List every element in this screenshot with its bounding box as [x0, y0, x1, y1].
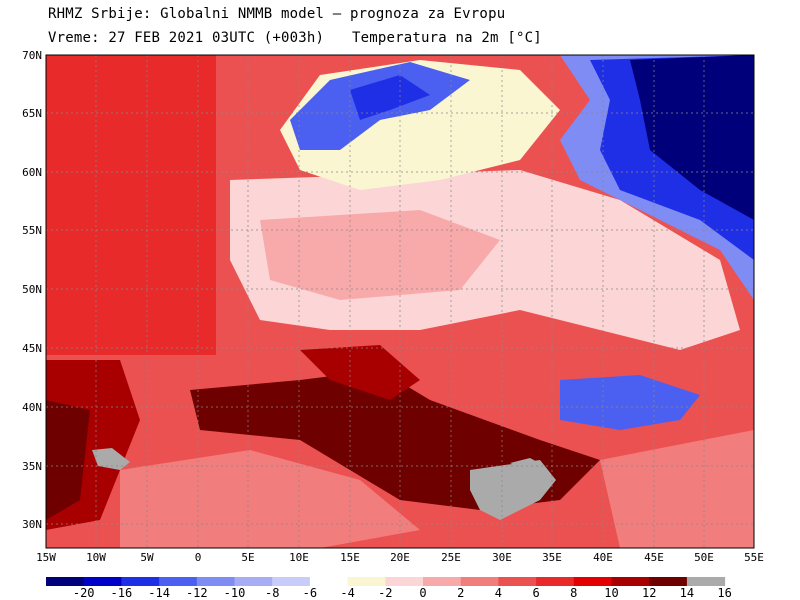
colorbar-swatch: [309, 577, 349, 586]
colorbar-swatch: [234, 577, 273, 586]
variable-label: Temperatura na 2m [°C]: [352, 30, 542, 46]
forecast-time: Vreme: 27 FEB 2021 03UTC (+003h): [48, 30, 325, 46]
map-frame: [45, 54, 755, 549]
lon-label: 20E: [390, 551, 410, 564]
lat-label: 30N: [22, 518, 42, 531]
colorbar-swatch: [385, 577, 424, 586]
colorbar-swatch: [347, 577, 386, 586]
colorbar-swatch: [423, 577, 462, 586]
colorbar-swatch: [83, 577, 122, 586]
lon-label: 15E: [340, 551, 360, 564]
colorbar-label: -6: [303, 586, 317, 600]
colorbar-label: -12: [186, 586, 208, 600]
colorbar-swatch: [536, 577, 575, 586]
colorbar-label: -8: [265, 586, 279, 600]
colorbar-label: -16: [111, 586, 133, 600]
colorbar-label: -2: [378, 586, 392, 600]
colorbar-label: 2: [457, 586, 464, 600]
lon-label: 25E: [441, 551, 461, 564]
lon-label: 50E: [694, 551, 714, 564]
lat-label: 50N: [22, 283, 42, 296]
colorbar-label: 6: [532, 586, 539, 600]
map-title: RHMZ Srbije: Globalni NMMB model — progn…: [48, 6, 506, 22]
lon-label: 5E: [241, 551, 254, 564]
colorbar-swatch: [573, 577, 612, 586]
lat-label: 35N: [22, 460, 42, 473]
colorbar-label: 10: [604, 586, 618, 600]
lon-label: 35E: [542, 551, 562, 564]
colorbar-swatch: [686, 577, 726, 586]
colorbar-label: -20: [73, 586, 95, 600]
lat-label: 65N: [22, 107, 42, 120]
colorbar-swatch: [611, 577, 650, 586]
colorbar-label: -4: [340, 586, 354, 600]
colorbar-label: -10: [224, 586, 246, 600]
graticule: [46, 55, 754, 548]
colorbar-swatch: [649, 577, 688, 586]
colorbar-swatch: [159, 577, 198, 586]
lon-label: 55E: [744, 551, 764, 564]
lat-label: 45N: [22, 342, 42, 355]
colorbar-label: 14: [680, 586, 694, 600]
colorbar-swatch: [121, 577, 160, 586]
colorbar-label: 12: [642, 586, 656, 600]
lon-label: 0: [195, 551, 202, 564]
colorbar: -20 -16 -14 -12 -10 -8 -6 -4 -2 0 2 4 6 8 10 12 14 16: [46, 577, 732, 600]
colorbar-label: 4: [495, 586, 502, 600]
lon-label: 10E: [289, 551, 309, 564]
colorbar-swatch: [498, 577, 537, 586]
colorbar-label: -14: [148, 586, 170, 600]
lon-label: 30E: [492, 551, 512, 564]
lat-label: 40N: [22, 401, 42, 414]
lon-label: 10W: [86, 551, 106, 564]
colorbar-swatch: [460, 577, 499, 586]
lon-label: 15W: [36, 551, 56, 564]
colorbar-swatch: [46, 577, 85, 586]
lon-label: 40E: [593, 551, 613, 564]
lon-label: 45E: [644, 551, 664, 564]
lat-label: 60N: [22, 166, 42, 179]
colorbar-swatch: [272, 577, 311, 586]
colorbar-label: 0: [419, 586, 426, 600]
colorbar-label: 16: [717, 586, 731, 600]
lon-labels: 15W 10W 5W 0 5E 10E 15E 20E 25E 30E 35E …: [36, 551, 764, 564]
lat-label: 55N: [22, 224, 42, 237]
colorbar-swatch: [196, 577, 235, 586]
colorbar-label: 8: [570, 586, 577, 600]
lon-label: 5W: [140, 551, 154, 564]
lat-label: 70N: [22, 49, 42, 62]
lat-labels: 70N 65N 60N 55N 50N 45N 40N 35N 30N: [22, 49, 42, 531]
